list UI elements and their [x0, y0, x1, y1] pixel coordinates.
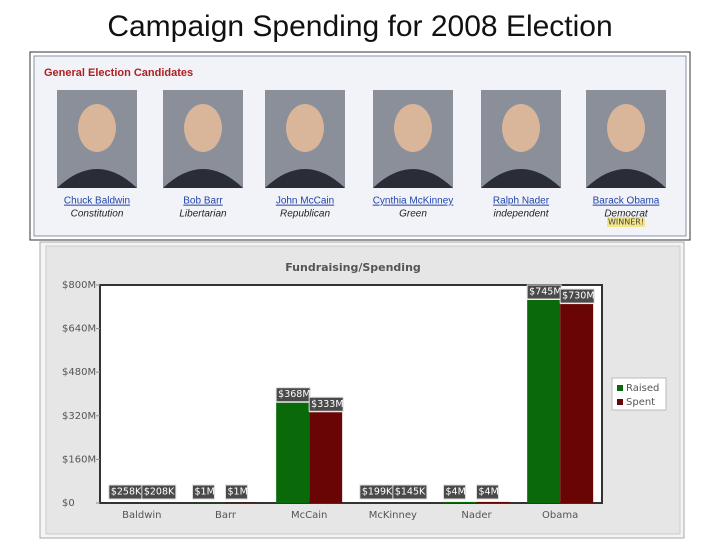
value-label: $730M — [562, 291, 594, 302]
candidate-name[interactable]: Ralph Nader — [493, 196, 550, 207]
y-tick-label: $800M — [62, 280, 96, 291]
legend-swatch — [617, 385, 623, 391]
bar — [444, 502, 477, 503]
value-label: $745M — [529, 286, 561, 297]
badge: WINNER! — [608, 218, 644, 227]
bar — [276, 403, 309, 503]
photo-face — [607, 104, 645, 152]
bar — [309, 412, 342, 503]
candidate-name[interactable]: Chuck Baldwin — [64, 196, 130, 207]
legend-label: Raised — [626, 383, 659, 394]
value-label: $208K — [144, 487, 175, 498]
x-tick-label: Barr — [215, 510, 237, 521]
panel-title: General Election Candidates — [44, 67, 193, 79]
plot-area — [100, 285, 602, 503]
y-tick-label: $0 — [62, 498, 75, 509]
photo-face — [184, 104, 222, 152]
bar — [527, 300, 560, 503]
value-label: $1M — [228, 487, 248, 498]
legend-label: Spent — [626, 397, 655, 408]
y-tick-label: $320M — [62, 411, 96, 422]
value-label: $333M — [311, 399, 343, 410]
y-tick-label: $480M — [62, 367, 96, 378]
candidate-party: Green — [399, 209, 427, 220]
candidate-name[interactable]: John McCain — [276, 196, 334, 207]
photo-face — [394, 104, 432, 152]
x-tick-label: McCain — [291, 510, 327, 521]
chart-title: Fundraising/Spending — [285, 261, 421, 274]
slide-title: Campaign Spending for 2008 Election — [107, 10, 612, 43]
y-tick-label: $160M — [62, 454, 96, 465]
bar — [560, 304, 593, 503]
x-tick-label: Obama — [542, 510, 578, 521]
x-tick-label: McKinney — [369, 510, 417, 521]
x-tick-label: Nader — [461, 510, 492, 521]
value-label: $145K — [395, 487, 426, 498]
value-label: $368M — [278, 389, 310, 400]
y-tick-label: $640M — [62, 324, 96, 335]
photo-face — [502, 104, 540, 152]
legend-swatch — [617, 399, 623, 405]
photo-face — [286, 104, 324, 152]
value-label: $199K — [362, 487, 393, 498]
value-label: $4M — [479, 487, 499, 498]
value-label: $1M — [195, 487, 215, 498]
value-label: $258K — [111, 487, 142, 498]
candidate-party: Libertarian — [179, 209, 227, 220]
candidate-name[interactable]: Bob Barr — [183, 196, 223, 207]
candidate-party: independent — [493, 209, 549, 220]
candidate-name[interactable]: Barack Obama — [593, 196, 660, 207]
x-tick-label: Baldwin — [122, 510, 161, 521]
candidate-party: Republican — [280, 209, 330, 220]
photo-face — [78, 104, 116, 152]
candidate-name[interactable]: Cynthia McKinney — [373, 196, 454, 207]
value-label: $4M — [446, 487, 466, 498]
candidate-party: Constitution — [71, 209, 124, 220]
bar — [477, 502, 510, 503]
